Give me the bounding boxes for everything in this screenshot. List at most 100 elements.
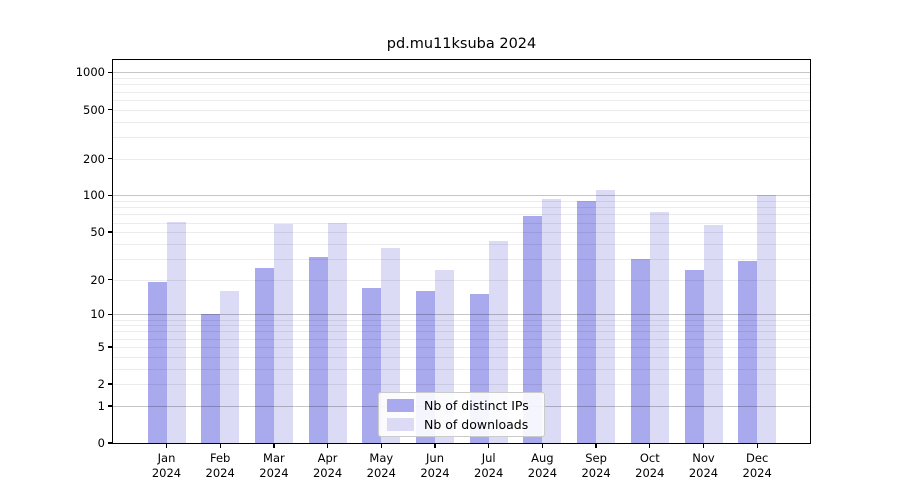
bar-downloads-nov xyxy=(703,225,723,443)
y-tick-label-2: 2 xyxy=(97,377,105,392)
x-tick-nov xyxy=(702,444,705,448)
x-tick-label-nov: Nov 2024 xyxy=(688,451,719,480)
gridline-9 xyxy=(113,319,810,321)
legend-item-distinct-ips: Nb of distinct IPs xyxy=(387,398,544,413)
bar-downloads-feb xyxy=(220,291,240,443)
bar-downloads-mar xyxy=(273,224,293,443)
x-tick-mar xyxy=(273,444,275,448)
gridline-20 xyxy=(113,279,810,281)
y-tick-100 xyxy=(108,194,112,197)
y-tick-500 xyxy=(108,108,112,111)
x-tick-label-jan: Jan 2024 xyxy=(151,451,182,480)
bar-ips-dec xyxy=(738,260,758,443)
x-tick-label-feb: Feb 2024 xyxy=(205,451,235,480)
y-tick-label-10: 10 xyxy=(90,307,105,322)
plot-area xyxy=(112,59,811,444)
gridline-10 xyxy=(113,314,810,316)
x-tick-jul xyxy=(488,444,490,448)
x-tick-label-oct: Oct 2024 xyxy=(635,451,665,480)
bar-downloads-jan xyxy=(166,221,186,443)
y-tick-5 xyxy=(108,346,112,348)
gridline-50 xyxy=(113,232,810,234)
x-tick-apr xyxy=(326,444,329,448)
legend-label-distinct-ips: Nb of distinct IPs xyxy=(424,397,529,413)
gridline-90 xyxy=(113,201,810,203)
x-tick-label-jun: Jun 2024 xyxy=(420,451,450,480)
x-tick-sep xyxy=(595,444,597,448)
y-tick-label-20: 20 xyxy=(90,272,105,287)
gridline-60 xyxy=(113,222,810,224)
y-tick-1 xyxy=(108,405,112,407)
bar-ips-sep xyxy=(577,201,597,443)
y-tick-2 xyxy=(108,383,112,385)
gridline-80 xyxy=(113,207,810,209)
bar-ips-apr xyxy=(308,257,328,443)
legend-swatch-downloads xyxy=(387,417,414,431)
legend-swatch-distinct-ips xyxy=(387,398,414,412)
bar-downloads-dec xyxy=(757,195,777,443)
x-tick-label-sep: Sep 2024 xyxy=(581,451,611,480)
bar-ips-mar xyxy=(254,268,274,443)
y-tick-label-50: 50 xyxy=(90,225,105,240)
y-tick-label-1000: 1000 xyxy=(75,65,105,80)
gridline-800 xyxy=(113,84,810,86)
y-tick-label-0: 0 xyxy=(97,436,105,450)
gridline-8 xyxy=(113,325,810,327)
y-tick-label-5: 5 xyxy=(97,339,105,354)
gridline-100 xyxy=(113,195,810,197)
bar-ips-aug xyxy=(523,215,543,443)
y-tick-label-500: 500 xyxy=(83,102,105,117)
bar-ips-jan xyxy=(147,282,167,443)
gridline-70 xyxy=(113,214,810,216)
gridline-7 xyxy=(113,331,810,333)
chart-title: pd.mu11ksuba 2024 xyxy=(386,36,537,52)
y-tick-1000 xyxy=(108,71,112,74)
legend-label-downloads: Nb of downloads xyxy=(424,416,529,432)
y-tick-label-100: 100 xyxy=(83,188,105,203)
x-tick-aug xyxy=(541,444,544,448)
x-tick-feb xyxy=(219,444,221,448)
bar-ips-may xyxy=(362,287,382,443)
gridline-6 xyxy=(113,338,810,340)
bar-downloads-oct xyxy=(649,212,669,443)
x-tick-may xyxy=(380,444,382,448)
x-tick-label-may: May 2024 xyxy=(366,451,396,480)
x-tick-label-jul: Jul 2024 xyxy=(474,451,504,480)
x-tick-label-dec: Dec 2024 xyxy=(742,451,772,480)
y-tick-label-1: 1 xyxy=(97,398,105,413)
bar-ips-feb xyxy=(201,314,221,443)
gridline-300 xyxy=(113,136,810,138)
bar-downloads-sep xyxy=(596,190,616,443)
x-tick-oct xyxy=(649,444,651,448)
x-tick-label-apr: Apr 2024 xyxy=(312,451,343,480)
gridline-1000 xyxy=(113,72,810,74)
y-tick-50 xyxy=(108,231,112,233)
y-tick-20 xyxy=(108,279,112,281)
legend: Nb of distinct IPs Nb of downloads xyxy=(378,392,545,437)
gridline-40 xyxy=(113,243,810,245)
gridline-200 xyxy=(113,158,810,160)
bar-ips-nov xyxy=(684,270,704,443)
bar-downloads-apr xyxy=(327,223,347,443)
gridline-500 xyxy=(113,109,810,111)
gridline-30 xyxy=(113,258,810,260)
y-tick-10 xyxy=(108,313,112,316)
gridline-2 xyxy=(113,384,810,386)
bar-ips-oct xyxy=(630,258,650,443)
x-tick-dec xyxy=(756,444,758,448)
x-tick-jan xyxy=(165,444,168,448)
gridline-400 xyxy=(113,121,810,123)
gridline-900 xyxy=(113,78,810,80)
x-tick-label-mar: Mar 2024 xyxy=(259,451,289,480)
legend-item-downloads: Nb of downloads xyxy=(387,417,544,432)
x-tick-label-aug: Aug 2024 xyxy=(527,451,558,480)
gridline-700 xyxy=(113,91,810,93)
y-tick-label-200: 200 xyxy=(83,151,105,166)
gridline-600 xyxy=(113,99,810,101)
y-tick-0 xyxy=(108,442,112,444)
x-tick-jun xyxy=(434,444,436,448)
gridline-3 xyxy=(113,368,810,370)
y-tick-200 xyxy=(108,157,112,160)
gridline-4 xyxy=(113,356,810,358)
